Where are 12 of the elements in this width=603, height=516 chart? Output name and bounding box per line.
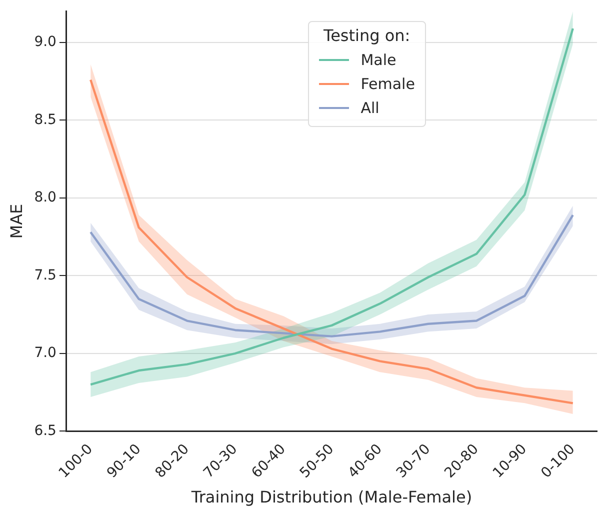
- y-tick-label: 8.0: [34, 190, 56, 206]
- legend-label: Male: [360, 51, 396, 70]
- y-tick-label: 6.5: [34, 422, 56, 439]
- y-tick-label: 8.5: [34, 112, 56, 128]
- legend-label: Female: [360, 75, 415, 94]
- y-tick-label: 9.0: [34, 34, 56, 50]
- y-axis-title: MAE: [6, 204, 26, 239]
- y-tick-label: 7.5: [34, 267, 56, 284]
- x-axis-title: Training Distribution (Male-Female): [190, 488, 472, 507]
- legend-label: All: [360, 99, 380, 118]
- y-tick-label: 7.0: [34, 345, 56, 362]
- legend-title: Testing on:: [322, 26, 412, 46]
